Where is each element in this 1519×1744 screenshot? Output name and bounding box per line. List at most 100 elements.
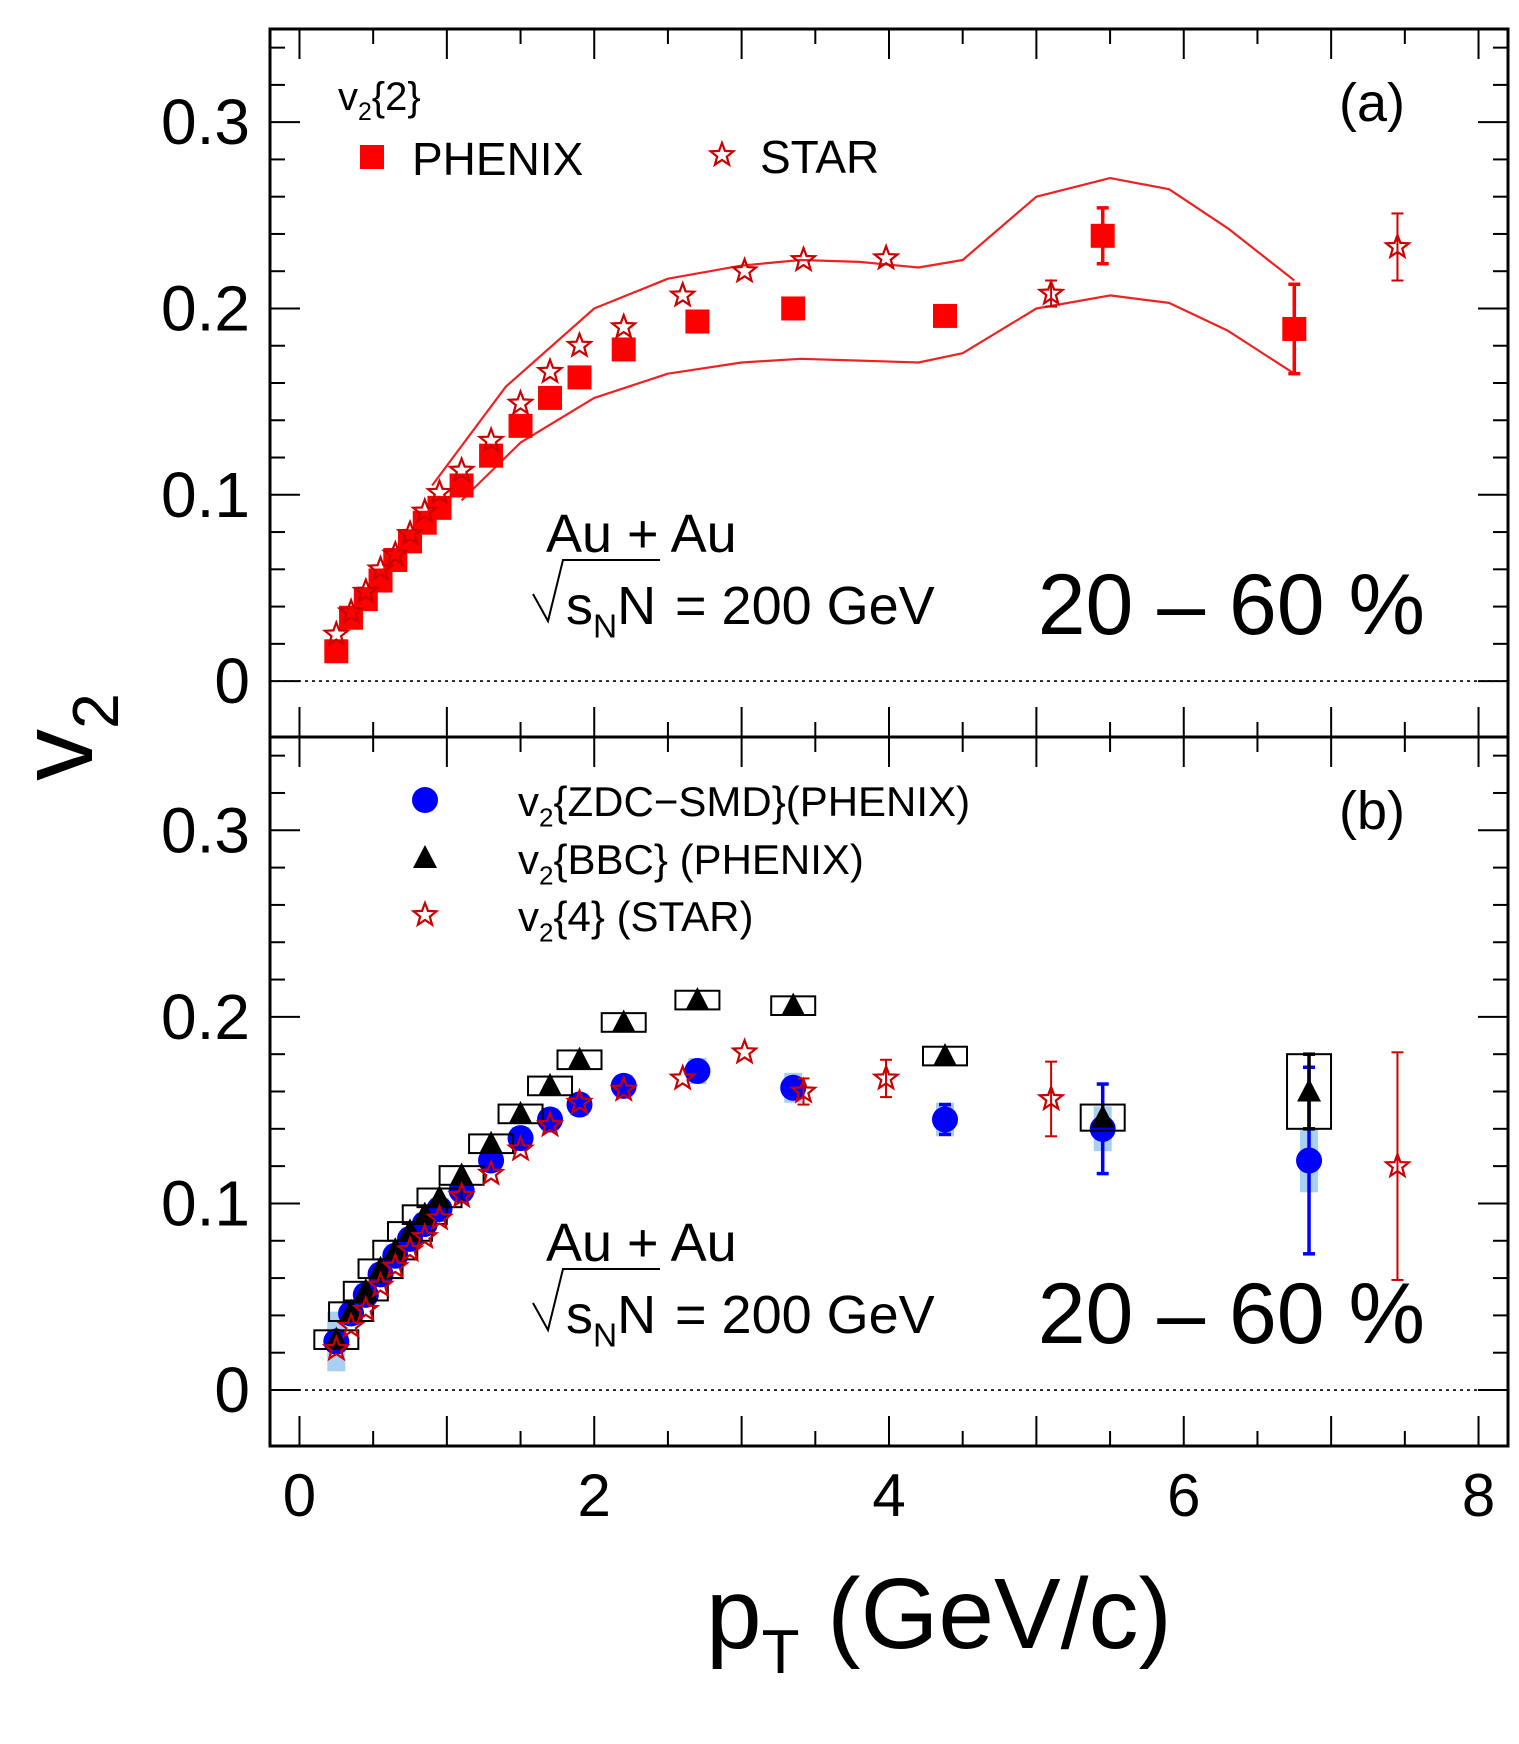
legend-marker xyxy=(410,899,440,928)
data-point xyxy=(336,597,366,625)
data-point xyxy=(1090,1104,1115,1128)
annotation-system: Au + Au xyxy=(546,1213,737,1273)
data-point xyxy=(730,1037,759,1065)
data-point xyxy=(871,243,901,271)
legend-label-star: STAR xyxy=(760,131,879,183)
data-point xyxy=(425,477,454,506)
panel-label: (b) xyxy=(1339,781,1405,841)
legend-marker-phenix xyxy=(360,145,384,169)
data-point xyxy=(449,473,474,498)
panel-a: 0 0.1 0.2 0.3 (a) Au + Au sNN = 200 GeV 20 – 60 … xyxy=(161,27,1510,739)
data-point xyxy=(611,1009,636,1033)
data-point xyxy=(366,1270,395,1298)
data-point xyxy=(380,539,410,567)
data-point xyxy=(1282,316,1307,341)
data-point xyxy=(380,1251,410,1280)
y-tick-label: 0.2 xyxy=(161,981,250,1053)
data-point xyxy=(412,1201,437,1225)
x-tick-label: 8 xyxy=(1462,1462,1495,1529)
legend-marker-star xyxy=(707,139,737,168)
data-point xyxy=(565,1087,594,1115)
data-point xyxy=(730,256,759,284)
annotation-system: Au + Au xyxy=(546,504,737,564)
data-point xyxy=(668,280,698,308)
syst-box xyxy=(1079,1103,1126,1132)
data-point xyxy=(425,1203,454,1231)
legend-label-phenix: PHENIX xyxy=(412,133,583,185)
data-point xyxy=(321,1333,351,1362)
data-point xyxy=(871,1063,901,1091)
y-tick-label: 0.2 xyxy=(161,272,250,344)
legend-label: v2{4} (STAR) xyxy=(518,893,753,948)
data-point xyxy=(781,992,806,1016)
data-point xyxy=(336,1311,366,1339)
data-point xyxy=(321,619,351,647)
y-tick-label: 0.1 xyxy=(161,459,250,531)
annotation-centrality: 20 – 60 % xyxy=(1038,1266,1425,1362)
data-point xyxy=(535,1109,565,1138)
data-point xyxy=(567,365,592,390)
annotation-centrality: 20 – 60 % xyxy=(1038,557,1425,653)
data-point xyxy=(610,1072,637,1099)
data-point xyxy=(535,356,565,385)
annotation-energy: = 200 GeV xyxy=(675,1285,935,1345)
series-star xyxy=(321,212,1412,647)
data-point xyxy=(351,1294,381,1323)
data-point xyxy=(339,1298,364,1322)
data-point xyxy=(538,385,563,410)
legend-marker xyxy=(412,787,438,813)
y-tick-label: 0.3 xyxy=(161,794,250,866)
x-tick-label: 4 xyxy=(872,1462,905,1529)
legend-marker xyxy=(413,845,437,868)
data-point xyxy=(395,518,425,547)
data-point xyxy=(476,425,506,454)
x-axis-title: pT (GeV/c) xyxy=(706,1558,1172,1687)
data-point xyxy=(351,576,381,604)
legend-label: v2{ZDC−SMD}(PHENIX) xyxy=(518,778,970,833)
y-tick-label: 0 xyxy=(214,645,250,717)
data-point xyxy=(476,1158,506,1186)
data-point xyxy=(611,337,636,362)
data-point xyxy=(427,1184,452,1208)
data-point xyxy=(366,554,395,582)
data-point xyxy=(1383,1150,1412,1179)
data-point xyxy=(609,1074,639,1102)
data-point xyxy=(479,443,504,468)
panel-b: 0 0.1 0.2 0.3 (b) Au + Au sNN = 200 GeV 20 – 60 … xyxy=(161,735,1510,1448)
annotation-energy: = 200 GeV xyxy=(675,576,935,636)
data-point xyxy=(567,1046,592,1070)
y-tick-label: 0.1 xyxy=(161,1167,250,1239)
data-point xyxy=(609,311,639,340)
legend-label: v2{BBC} (PHENIX) xyxy=(518,836,864,891)
legend-title: v2{2} xyxy=(338,75,421,126)
x-tick-label: 2 xyxy=(578,1462,611,1529)
data-point xyxy=(565,330,594,358)
data-point xyxy=(933,303,958,328)
data-point xyxy=(933,1043,958,1067)
data-point xyxy=(1383,231,1412,260)
data-point xyxy=(383,1237,408,1261)
data-point xyxy=(781,296,806,321)
data-point xyxy=(506,1134,536,1162)
data-point xyxy=(1036,1083,1066,1112)
x-tick-label: 0 xyxy=(283,1462,316,1529)
data-point xyxy=(789,244,818,273)
data-point xyxy=(449,1162,474,1186)
band-upper-line xyxy=(431,177,1295,487)
data-point xyxy=(508,1100,533,1124)
data-point xyxy=(668,1063,698,1091)
series-star xyxy=(321,1037,1412,1362)
data-point xyxy=(932,1106,959,1133)
data-point xyxy=(508,413,533,438)
data-point xyxy=(1297,1078,1322,1102)
data-point xyxy=(410,1221,440,1250)
data-point xyxy=(324,639,349,664)
data-point xyxy=(353,1278,378,1302)
data-point xyxy=(1090,223,1115,248)
data-point xyxy=(410,496,440,524)
annotation-sqrt-s: sNN xyxy=(566,1285,656,1355)
data-point xyxy=(368,1255,393,1279)
data-point xyxy=(1296,1147,1323,1174)
